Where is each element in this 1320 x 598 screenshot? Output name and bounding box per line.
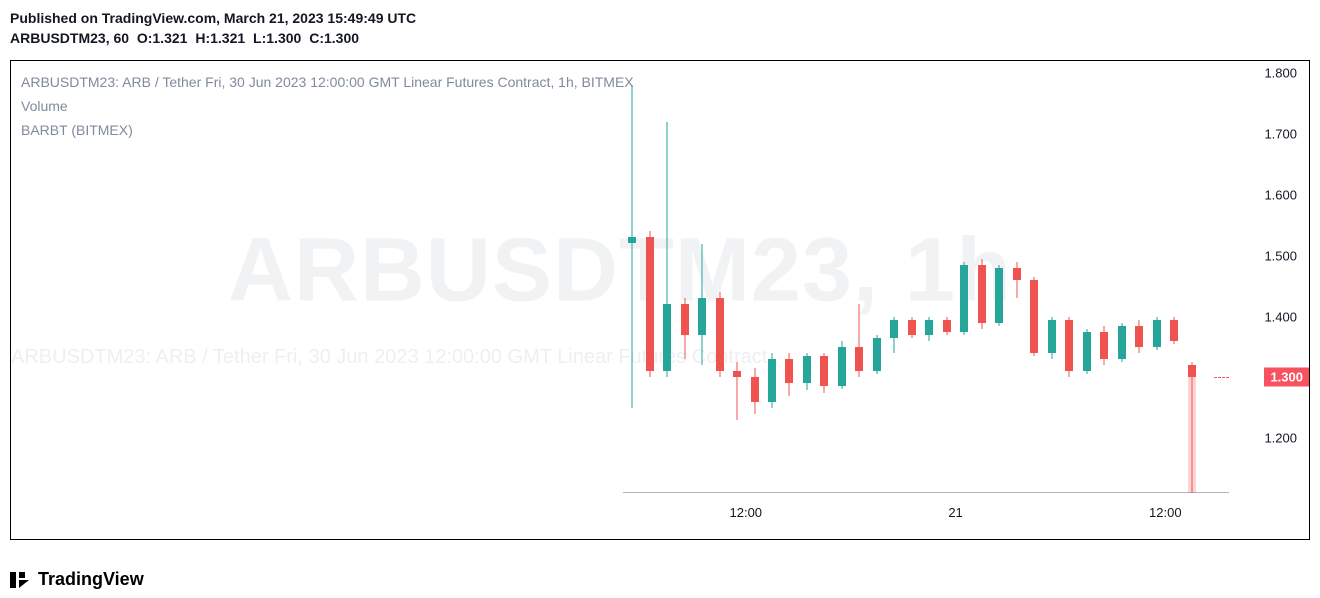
candle — [679, 61, 691, 499]
candle — [714, 61, 726, 499]
o-label: O: — [137, 30, 153, 46]
c-value: 1.300 — [324, 30, 359, 46]
chart-info-line2: Volume — [21, 95, 634, 119]
candle — [626, 61, 638, 499]
chart-frame[interactable]: ARBUSDTM23: ARB / Tether Fri, 30 Jun 202… — [10, 60, 1310, 540]
candle — [801, 61, 813, 499]
candle — [993, 61, 1005, 499]
candle — [731, 61, 743, 499]
candle — [696, 61, 708, 499]
x-tick: 12:00 — [730, 505, 763, 520]
candle — [1116, 61, 1128, 499]
plot-area[interactable]: ARBUSDTM23: ARB / Tether Fri, 30 Jun 202… — [11, 61, 1229, 499]
y-tick: 1.600 — [1264, 187, 1297, 202]
y-tick: 1.200 — [1264, 431, 1297, 446]
ohlc-line: ARBUSDTM23, 60 O:1.321 H:1.321 L:1.300 C… — [10, 30, 1310, 46]
candle — [1151, 61, 1163, 499]
chart-info: ARBUSDTM23: ARB / Tether Fri, 30 Jun 202… — [21, 71, 634, 142]
candle — [1081, 61, 1093, 499]
candle — [923, 61, 935, 499]
candle — [749, 61, 761, 499]
chart-info-line1: ARBUSDTM23: ARB / Tether Fri, 30 Jun 202… — [21, 71, 634, 95]
candle — [871, 61, 883, 499]
x-tick: 21 — [948, 505, 962, 520]
y-tick: 1.500 — [1264, 248, 1297, 263]
candle — [958, 61, 970, 499]
l-label: L: — [253, 30, 266, 46]
candle — [1011, 61, 1023, 499]
candle — [1133, 61, 1145, 499]
candle — [766, 61, 778, 499]
tradingview-logo-icon — [10, 572, 32, 588]
y-axis[interactable]: 1.2001.3001.4001.5001.6001.7001.8001.300 — [1229, 61, 1309, 499]
c-label: C: — [309, 30, 324, 46]
candle — [1168, 61, 1180, 499]
candle — [1028, 61, 1040, 499]
footer: TradingView — [10, 569, 144, 590]
candle — [1186, 61, 1198, 499]
candle — [661, 61, 673, 499]
y-tick: 1.400 — [1264, 309, 1297, 324]
h-value: 1.321 — [210, 30, 245, 46]
x-axis[interactable]: 12:002112:0022 — [11, 499, 1229, 539]
candle — [906, 61, 918, 499]
x-tick: 12:00 — [1149, 505, 1182, 520]
candle — [1046, 61, 1058, 499]
candle — [836, 61, 848, 499]
candle — [783, 61, 795, 499]
footer-brand: TradingView — [38, 569, 144, 590]
o-value: 1.321 — [152, 30, 187, 46]
y-tick: 1.800 — [1264, 66, 1297, 81]
y-tick: 1.700 — [1264, 127, 1297, 142]
h-label: H: — [195, 30, 210, 46]
candle — [1063, 61, 1075, 499]
chart-info-line3: BARBT (BITMEX) — [21, 119, 634, 143]
published-line: Published on TradingView.com, March 21, … — [10, 10, 1310, 26]
candle — [941, 61, 953, 499]
symbol-label: ARBUSDTM23 — [10, 30, 106, 46]
candle — [818, 61, 830, 499]
candle — [888, 61, 900, 499]
candle — [853, 61, 865, 499]
candle — [976, 61, 988, 499]
interval-label: 60 — [113, 30, 129, 46]
candle — [1098, 61, 1110, 499]
l-value: 1.300 — [266, 30, 301, 46]
candle — [644, 61, 656, 499]
price-badge: 1.300 — [1264, 368, 1309, 387]
